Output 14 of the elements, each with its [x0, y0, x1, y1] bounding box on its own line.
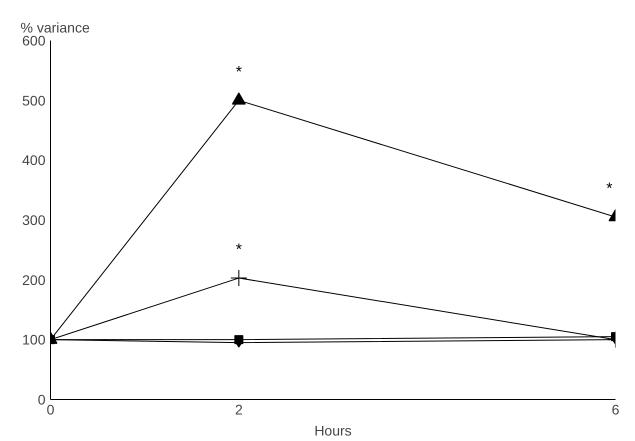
x-tick-label: 6 [612, 402, 620, 418]
y-tick-label: 400 [22, 152, 46, 168]
y-tick-label: 100 [22, 332, 46, 348]
y-tick-label: 200 [22, 272, 46, 288]
data-label: * [236, 64, 242, 81]
y-tick-label: 500 [22, 92, 46, 108]
data-label: * [236, 242, 242, 259]
y-axis-title: % variance [20, 20, 90, 36]
y-tick-label: 600 [22, 32, 46, 48]
y-tick-label: 0 [38, 392, 46, 408]
x-axis-title: Hours [314, 422, 352, 438]
y-tick-label: 300 [22, 212, 46, 228]
data-label: * [606, 180, 613, 198]
x-tick-label: 2 [234, 402, 243, 418]
